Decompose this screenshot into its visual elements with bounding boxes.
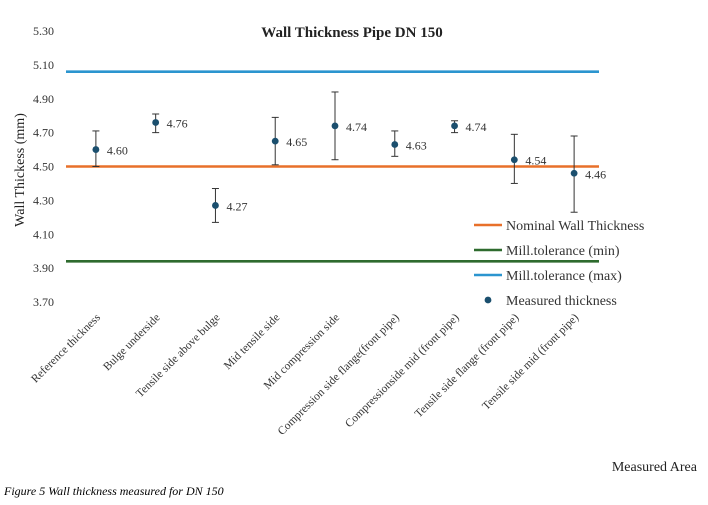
x-category-label: Mid tensile side (222, 312, 282, 372)
x-category-label: Tensile side mid (front pipe) (480, 312, 581, 413)
data-point (331, 122, 339, 130)
y-tick-label: 4.30 (33, 193, 54, 207)
x-category-label: Compression side flange(front pipe) (276, 312, 402, 438)
data-label: 4.46 (585, 167, 606, 181)
data-point (152, 119, 160, 126)
x-category-label: Compressionside mid (front pipe) (343, 312, 462, 431)
legend-swatch (484, 296, 492, 304)
data-point (570, 169, 578, 177)
legend: Nominal Wall Thickness Mill.tolerance (mi… (474, 219, 644, 309)
data-point (391, 141, 399, 148)
legend-label: Measured thickness (506, 294, 617, 309)
y-axis-ticks: 3.70 3.90 4.10 4.30 4.50 4.70 4.90 5.10 5.30 (33, 24, 54, 309)
data-label: 4.76 (167, 116, 188, 130)
y-tick-label: 3.90 (33, 261, 54, 275)
legend-label: Mill.tolerance (min) (506, 244, 620, 259)
data-point (451, 122, 458, 130)
y-tick-label: 4.10 (33, 227, 54, 241)
y-tick-label: 4.70 (33, 126, 54, 140)
x-category-label: Tensile side flange (front pipe) (413, 312, 522, 421)
legend-label: Mill.tolerance (max) (506, 269, 622, 284)
y-tick-label: 3.70 (33, 295, 54, 309)
data-label: 4.54 (525, 154, 546, 168)
data-label: 4.74 (346, 120, 367, 134)
legend-label: Nominal Wall Thickness (506, 219, 644, 234)
y-tick-label: 4.90 (33, 92, 54, 106)
x-category-label: Bulge underside (101, 312, 163, 374)
data-label: 4.60 (107, 144, 128, 158)
y-tick-label: 5.10 (33, 58, 54, 72)
data-point (271, 137, 279, 145)
data-points: 4.60 4.76 4.27 4.65 4.74 4.63 4.74 4.54 4.46 (92, 91, 606, 223)
y-tick-label: 5.30 (33, 24, 54, 38)
figure-caption: Figure 5 Wall thickness measured for DN … (4, 484, 224, 498)
data-point (92, 146, 100, 153)
y-tick-label: 4.50 (33, 160, 54, 174)
x-category-label: Reference thickness (29, 311, 103, 385)
x-axis-label: Measured Area (612, 460, 698, 475)
data-label: 4.27 (226, 199, 247, 213)
reference-lines (66, 70, 599, 263)
data-point (212, 202, 219, 209)
data-point (510, 156, 518, 164)
y-axis-label: Wall Thickess (mm) (13, 113, 28, 227)
chart-title: Wall Thickness Pipe DN 150 (261, 25, 442, 41)
data-label: 4.74 (466, 120, 487, 134)
data-label: 4.63 (406, 138, 427, 152)
wall-thickness-chart: Wall Thickness Pipe DN 150 Wall Thickess… (13, 24, 698, 475)
data-label: 4.65 (286, 135, 307, 149)
